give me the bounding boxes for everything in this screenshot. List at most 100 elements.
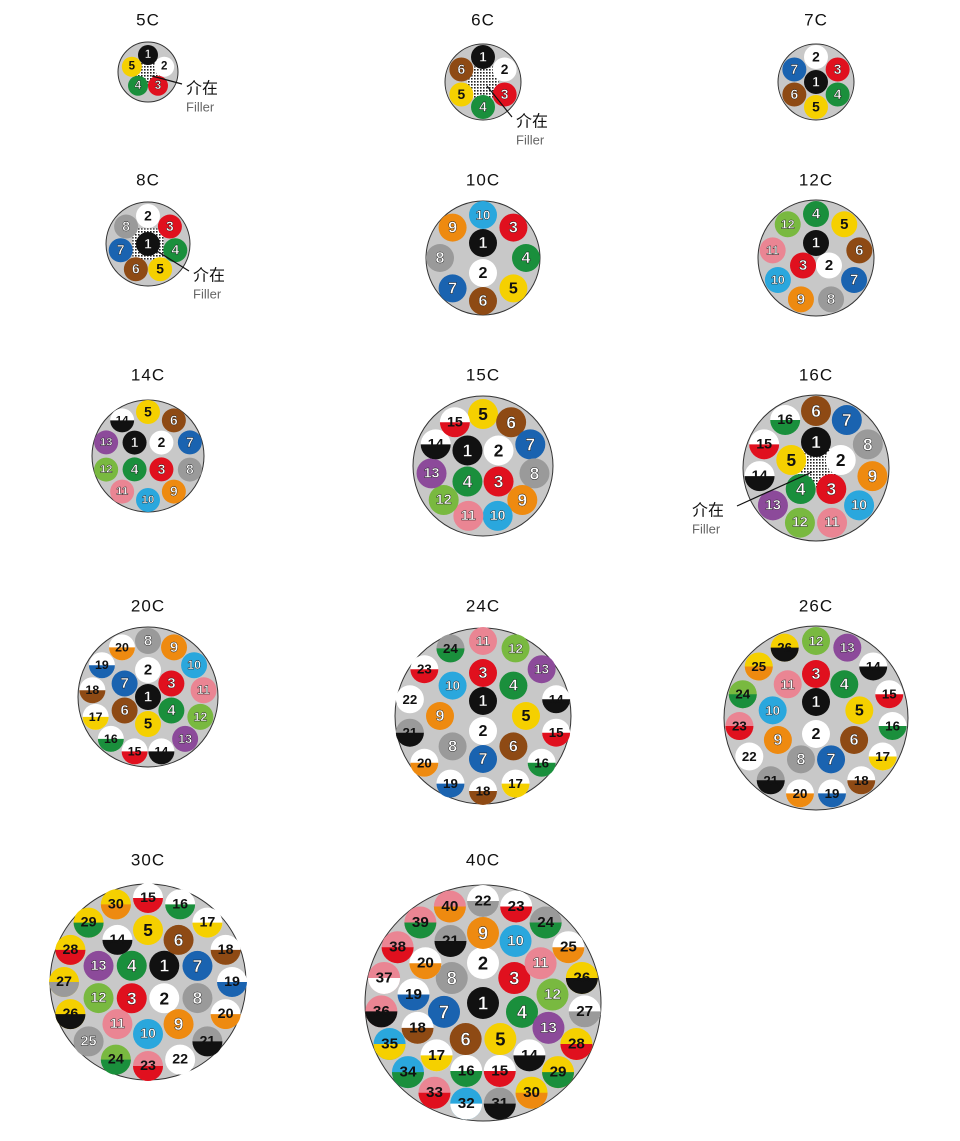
core-insulation (857, 461, 888, 492)
core-number: 2 (159, 988, 169, 1008)
core: 1 (802, 688, 830, 716)
core-number: 21 (763, 773, 778, 788)
core: 2 (469, 717, 497, 745)
core: 9 (763, 726, 792, 754)
core-stripe (770, 647, 799, 662)
core-stripe (108, 647, 135, 661)
core-stripe (100, 904, 131, 920)
core: 11 (453, 500, 484, 531)
core-number: 9 (170, 484, 178, 499)
core: 3 (499, 213, 528, 242)
core-insulation (469, 201, 497, 229)
core-stripe (560, 1043, 593, 1060)
core: 16 (165, 889, 196, 920)
core-stripe (148, 751, 175, 765)
core: 5 (804, 95, 828, 119)
core-number: 23 (508, 898, 525, 915)
core-stripe (744, 476, 775, 492)
core: 5 (449, 82, 474, 107)
core: 4 (512, 244, 540, 272)
core-number: 39 (412, 914, 429, 931)
core: 24 (529, 906, 562, 939)
core: 7 (831, 405, 862, 436)
core-number: 1 (811, 432, 821, 452)
core: 8 (177, 457, 202, 482)
core: 8 (435, 962, 468, 995)
core-insulation (492, 57, 517, 82)
core-stripe (868, 756, 897, 771)
core-number: 18 (86, 683, 100, 697)
core-stripe (785, 793, 814, 808)
core-number: 13 (424, 465, 440, 481)
core-number: 12 (508, 641, 523, 656)
core-insulation (501, 634, 530, 663)
core-number: 2 (144, 209, 152, 224)
cable-title: 14C (131, 366, 165, 385)
core: 11 (817, 507, 848, 538)
core-stripe (217, 982, 247, 997)
core: 18 (401, 1011, 434, 1044)
core-number: 2 (501, 62, 509, 77)
core-insulation (467, 947, 499, 979)
core-number: 17 (89, 710, 103, 724)
core-insulation (831, 405, 862, 436)
cable: 6C 12 345 6 介在 Filler (444, 11, 548, 148)
core-stripe (418, 1092, 451, 1109)
core-number: 30 (108, 896, 124, 912)
core: 4 (452, 466, 483, 497)
core-insulation (515, 429, 546, 460)
core: 15 (542, 718, 571, 747)
core-insulation (787, 286, 814, 313)
core: 2 (804, 45, 828, 69)
core-number: 28 (568, 1035, 585, 1052)
core-number: 1 (479, 692, 488, 710)
cable-title: 10C (466, 171, 500, 190)
core-number: 40 (441, 898, 458, 915)
core-number: 27 (576, 1003, 593, 1020)
core: 5 (845, 696, 874, 725)
core-number: 15 (140, 890, 156, 906)
core-number: 1 (144, 237, 152, 252)
core: 24 (100, 1044, 131, 1075)
core: 14 (744, 461, 775, 492)
core-stripe (483, 1070, 516, 1087)
core-insulation (758, 696, 787, 725)
core: 16 (527, 748, 556, 777)
core: 18 (847, 766, 876, 795)
core-insulation (825, 444, 856, 475)
core-number: 7 (439, 1001, 449, 1022)
core: 6 (469, 287, 497, 315)
core: 8 (426, 244, 454, 272)
core-insulation (438, 213, 467, 242)
core: 25 (552, 931, 585, 964)
core: 9 (163, 1009, 194, 1040)
core-insulation (133, 915, 163, 945)
core: 8 (135, 628, 161, 654)
core: 3 (147, 75, 168, 96)
core: 2 (802, 720, 830, 748)
core-number: 33 (426, 1084, 443, 1101)
core-insulation (507, 485, 538, 516)
core-insulation (135, 628, 161, 654)
core: 1 (469, 229, 497, 257)
core: 7 (817, 745, 846, 774)
core-number: 13 (765, 497, 781, 513)
core-stripe (165, 904, 196, 920)
core-number: 17 (875, 749, 890, 764)
core: 12 (501, 634, 530, 663)
core-insulation (825, 82, 850, 107)
core-number: 4 (463, 472, 473, 492)
core: 6 (449, 57, 474, 82)
core-insulation (136, 400, 160, 424)
core-stripe (436, 648, 465, 663)
core-number: 25 (560, 939, 577, 956)
core-number: 24 (443, 641, 458, 656)
core: 25 (73, 1026, 104, 1057)
core: 7 (469, 745, 497, 773)
core-stripe (527, 762, 556, 777)
core-stripe (55, 1014, 86, 1030)
core-number: 3 (494, 472, 504, 492)
core: 6 (801, 396, 831, 426)
core-number: 12 (792, 515, 808, 531)
